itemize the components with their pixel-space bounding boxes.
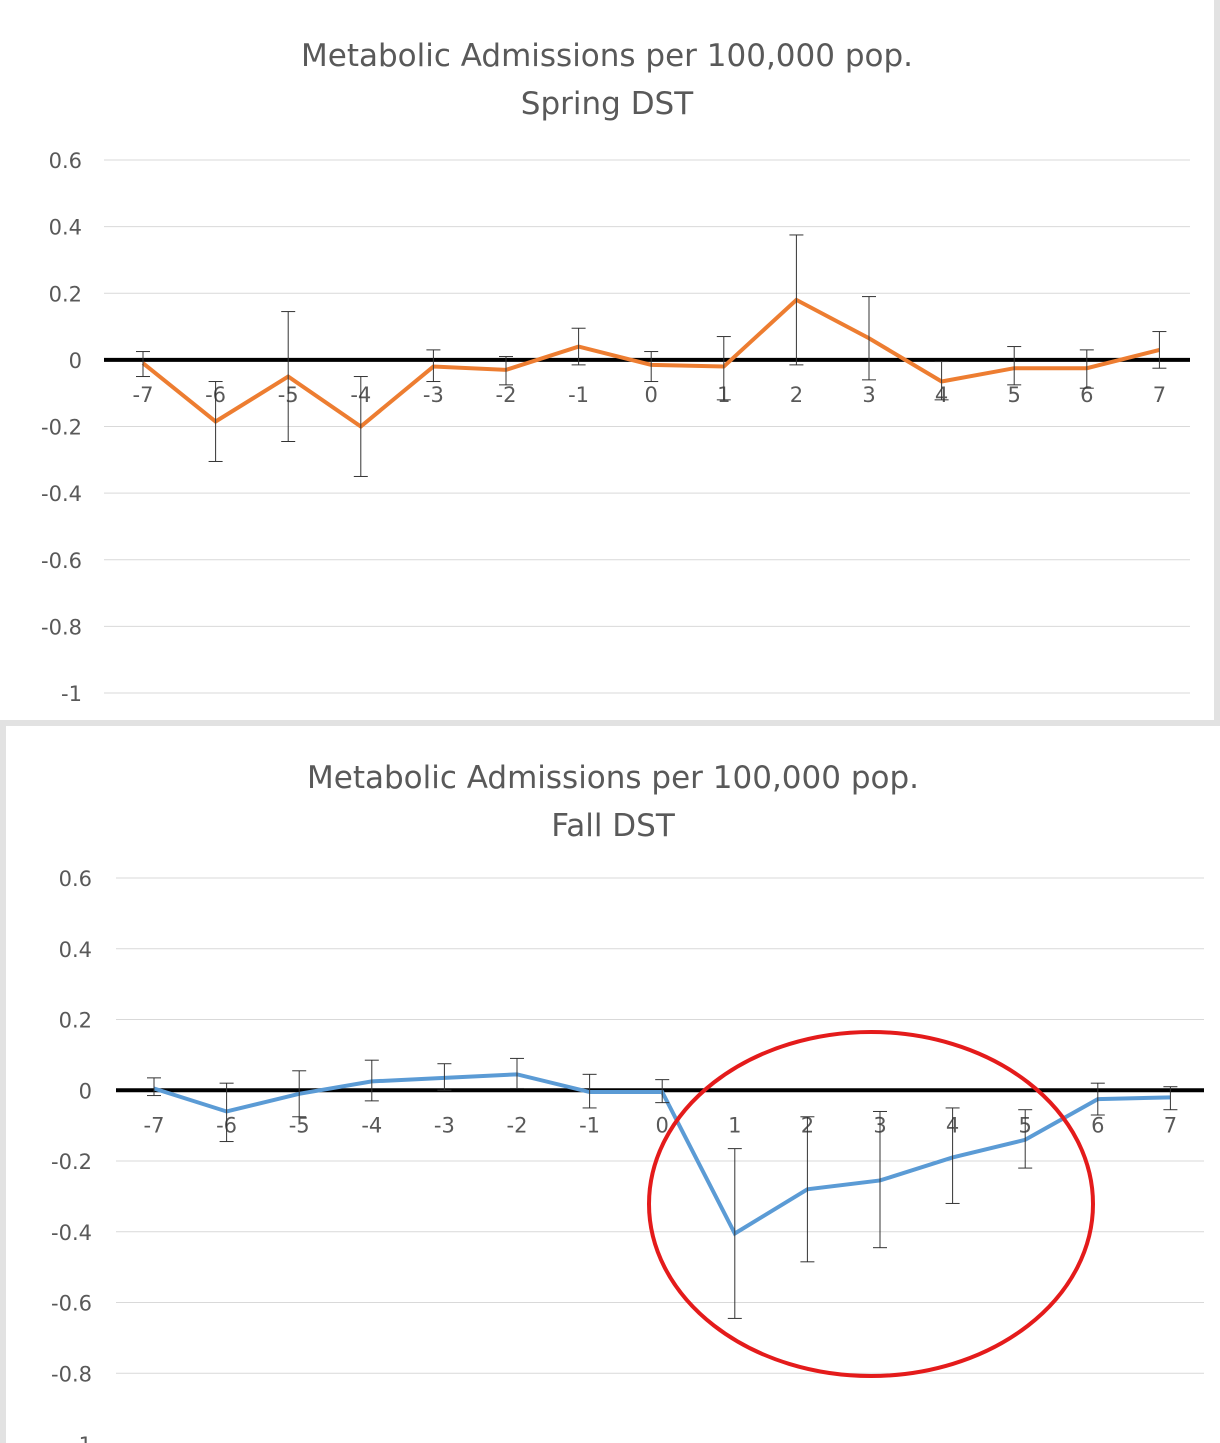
y-tick-label: -0.6: [41, 549, 82, 573]
x-tick-label: 6: [1080, 383, 1093, 407]
y-tick-label: -0.6: [51, 1292, 92, 1316]
y-tick-label: 0.2: [49, 282, 82, 306]
spring-chart-plot: 0.60.40.20-0.2-0.4-0.6-0.8-1-7 -6 -5 -4 -3 -2…: [41, 149, 1190, 706]
x-tick-label: -7: [133, 383, 154, 407]
x-tick-label: 6: [1091, 1113, 1104, 1137]
x-tick-label: 3: [862, 383, 875, 407]
x-tick-label: 5: [1008, 383, 1021, 407]
x-tick-label: -1: [579, 1113, 600, 1137]
fall-chart-plot: 0.60.40.20-0.2-0.4-0.6-0.8-1-7-6-5-4-3-2…: [51, 867, 1204, 1443]
x-tick-label: -1: [568, 383, 589, 407]
y-tick-label: 0: [79, 1079, 92, 1103]
highlight-ellipse: [647, 1030, 1095, 1378]
y-tick-label: -0.8: [41, 615, 82, 639]
x-tick-label: -5: [289, 1113, 310, 1137]
y-tick-label: 0.4: [49, 216, 82, 240]
y-tick-label: 0: [69, 349, 82, 373]
y-tick-label: -0.8: [51, 1362, 92, 1386]
x-tick-label: 2: [790, 383, 803, 407]
spring-chart-panel: Metabolic Admissions per 100,000 pop. Sp…: [0, 0, 1220, 720]
x-tick-label: -7: [144, 1113, 165, 1137]
fall-chart-panel: Metabolic Admissions per 100,000 pop. Fa…: [0, 720, 1220, 1443]
chart-subtitle: Spring DST: [520, 86, 694, 122]
x-tick-label: -2: [496, 383, 517, 407]
y-tick-label: 0.4: [59, 938, 92, 962]
y-tick-label: -1: [61, 682, 82, 706]
y-tick-label: -0.2: [51, 1150, 92, 1174]
y-tick-label: -1: [71, 1433, 92, 1443]
y-tick-label: -0.4: [51, 1221, 92, 1245]
chart-title: Metabolic Admissions per 100,000 pop.: [307, 760, 919, 796]
y-tick-label: -0.2: [41, 416, 82, 440]
x-tick-label: -2: [507, 1113, 528, 1137]
x-tick-label: -3: [423, 383, 444, 407]
y-tick-label: 0.6: [49, 149, 82, 173]
x-tick-label: 0: [656, 1113, 669, 1137]
x-tick-label: -3: [434, 1113, 455, 1137]
chart-subtitle: Fall DST: [551, 808, 675, 844]
y-tick-label: 0.6: [59, 867, 92, 891]
x-tick-label: 0: [645, 383, 658, 407]
chart-title: Metabolic Admissions per 100,000 pop.: [301, 38, 913, 74]
x-tick-label: 7: [1164, 1113, 1177, 1137]
x-tick-label: -4: [361, 1113, 382, 1137]
x-tick-label: 1: [728, 1113, 741, 1137]
y-tick-label: -0.4: [41, 482, 82, 506]
x-tick-label: 7: [1153, 383, 1166, 407]
y-tick-label: 0.2: [59, 1009, 92, 1033]
